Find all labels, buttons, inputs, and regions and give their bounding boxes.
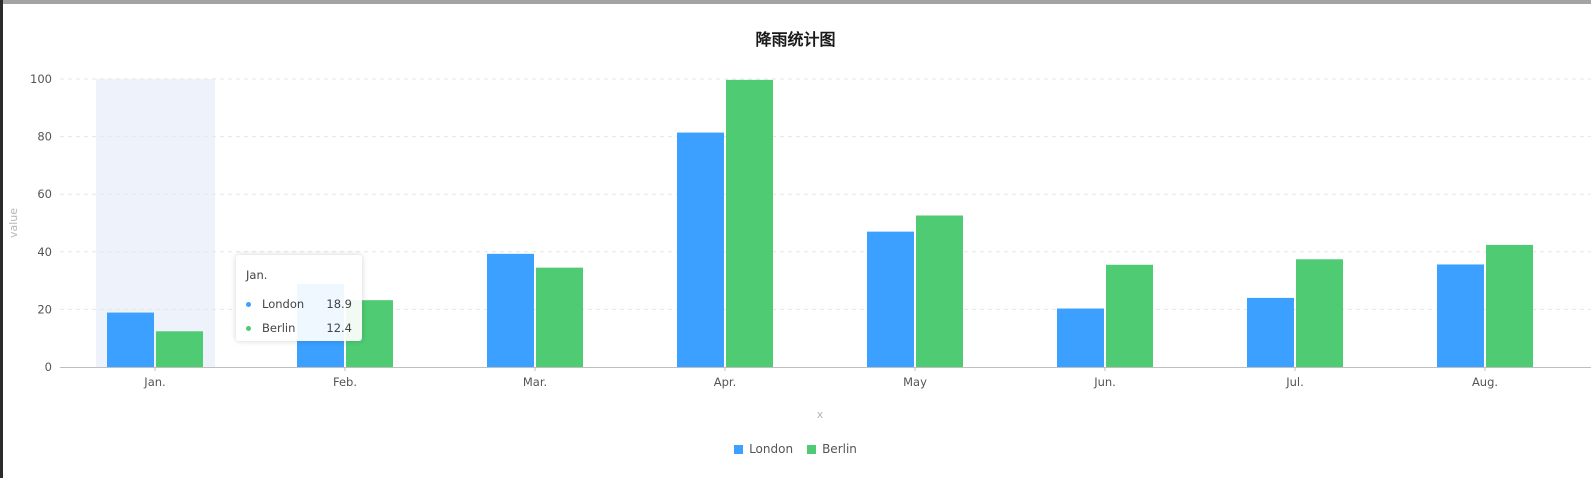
axis-layer: 0 20 40 60 80 100 Jan. Feb. Mar. Apr. May Jun. Jul. A… [30, 72, 1591, 389]
y-tick-label: 0 [45, 360, 52, 374]
tooltip-value-berlin: 12.4 [326, 321, 352, 335]
bar-london[interactable] [677, 132, 724, 367]
bar-berlin[interactable] [156, 331, 203, 367]
tooltip-value-london: 18.9 [326, 297, 352, 311]
legend-item-london[interactable]: London [734, 442, 793, 456]
y-tick-label: 80 [37, 130, 52, 144]
legend-item-berlin[interactable]: Berlin [807, 442, 857, 456]
tooltip-title: Jan. [246, 268, 268, 282]
legend-swatch-london [734, 444, 744, 454]
chart-title: 降雨统计图 [755, 30, 836, 49]
tooltip: Jan. London 18.9 Berlin 12.4 [236, 255, 362, 341]
bar-london[interactable] [1247, 297, 1294, 367]
bar-berlin[interactable] [1106, 264, 1153, 367]
tooltip-name-berlin: Berlin [262, 321, 296, 335]
bar-london[interactable] [867, 231, 914, 367]
x-tick-label: Jul. [1285, 375, 1304, 389]
tooltip-row-berlin: Berlin 12.4 [246, 316, 352, 340]
legend-label-berlin: Berlin [822, 442, 857, 456]
x-tick-label: Feb. [333, 375, 357, 389]
bar-berlin[interactable] [726, 79, 773, 367]
window-top-border [0, 0, 1591, 4]
window-left-border [0, 0, 3, 478]
x-tick-label: May [903, 375, 927, 389]
legend-label-london: London [749, 442, 794, 456]
x-tick-label: Jan. [143, 375, 165, 389]
legend-swatch-berlin [807, 444, 817, 454]
tooltip-row-london: London 18.9 [246, 292, 352, 316]
legend: London Berlin [0, 442, 1591, 456]
bar-london[interactable] [107, 312, 154, 367]
bar-berlin[interactable] [536, 267, 583, 367]
tooltip-dot-berlin [246, 325, 251, 331]
bar-london[interactable] [487, 253, 534, 367]
x-tick-label: Jun. [1093, 375, 1116, 389]
tooltip-dot-london [246, 301, 251, 307]
bars-layer [107, 79, 1533, 367]
bar-london[interactable] [1437, 264, 1484, 367]
y-axis-title: value [7, 208, 20, 238]
x-tick-label: Aug. [1472, 375, 1498, 389]
y-tick-label: 60 [37, 187, 52, 201]
x-tick-label: Apr. [714, 375, 737, 389]
bar-london[interactable] [1057, 308, 1104, 367]
y-tick-label: 20 [37, 302, 52, 316]
bar-berlin[interactable] [916, 215, 963, 367]
x-tick-label: Mar. [523, 375, 547, 389]
tooltip-name-london: London [262, 297, 305, 311]
y-tick-label: 100 [30, 72, 52, 86]
y-tick-label: 40 [37, 245, 52, 259]
x-axis-title: x [817, 408, 824, 421]
bar-berlin[interactable] [1486, 244, 1533, 367]
bar-berlin[interactable] [1296, 259, 1343, 367]
